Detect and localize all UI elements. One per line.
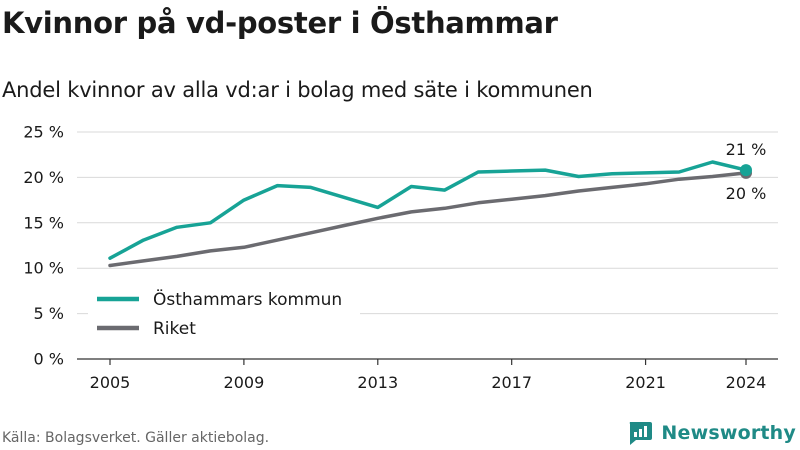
label-layer: 21 % 20 %	[726, 140, 767, 203]
y-tick-label: 10 %	[23, 259, 64, 278]
x-tick-label: 2021	[625, 373, 666, 392]
legend-label-riket: Riket	[153, 319, 196, 339]
axis-layer: 0 % 5 % 10 % 15 % 20 % 25 % 2005 2009 2013 2017 20…	[23, 123, 778, 392]
x-tick-label: 2013	[357, 373, 398, 392]
series-line-riket	[108, 171, 748, 268]
series-line-osthammar	[108, 160, 748, 260]
series-layer	[108, 160, 752, 268]
y-tick-label: 25 %	[23, 123, 64, 142]
x-tick-label: 2005	[90, 373, 131, 392]
end-label-osthammar: 21 %	[726, 140, 767, 159]
chart-subtitle: Andel kvinnor av alla vd:ar i bolag med …	[2, 78, 593, 102]
line-chart: 0 % 5 % 10 % 15 % 20 % 25 % 2005 2009 2013 2017 20…	[23, 123, 778, 392]
newsworthy-chart-icon	[630, 422, 653, 445]
brand-name: Newsworthy	[661, 422, 796, 444]
y-tick-label: 5 %	[34, 304, 64, 323]
x-tick-label: 2009	[224, 373, 265, 392]
legend-label-osthammar: Östhammars kommun	[153, 288, 342, 310]
end-marker-osthammar	[740, 164, 752, 177]
y-tick-label: 15 %	[23, 213, 64, 232]
y-tick-label: 20 %	[23, 168, 64, 187]
x-tick-label: 2017	[491, 373, 532, 392]
end-label-riket: 20 %	[726, 184, 767, 203]
chart-title: Kvinnor på vd-poster i Östhammar	[2, 6, 558, 40]
source-note: Källa: Bolagsverket. Gäller aktiebolag.	[2, 430, 270, 446]
legend-background	[88, 284, 360, 344]
x-tick-label: 2024	[726, 373, 767, 392]
legend: Östhammars kommun Riket	[88, 284, 360, 344]
y-tick-label: 0 %	[34, 350, 64, 369]
brand-logo: Newsworthy	[627, 420, 796, 446]
